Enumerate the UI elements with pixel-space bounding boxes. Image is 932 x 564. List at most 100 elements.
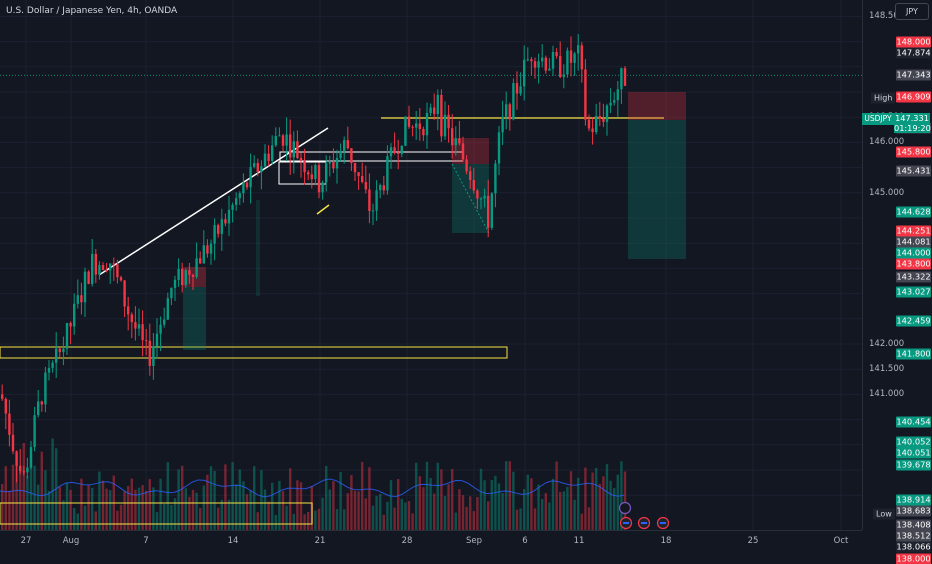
time-label: 28: [401, 536, 413, 546]
candle: [209, 243, 213, 254]
candle: [80, 295, 83, 303]
candle: [317, 165, 321, 193]
candle: [371, 210, 375, 212]
candle: [321, 182, 324, 193]
volume-bar: [379, 494, 382, 530]
candle: [353, 163, 357, 173]
volume-bar: [235, 484, 238, 530]
candle: [339, 150, 342, 159]
volume-bar: [159, 478, 162, 530]
price-label: 147.874: [896, 47, 931, 59]
price-label: 138.512: [896, 530, 931, 542]
volume-bar: [357, 491, 360, 530]
time-axis[interactable]: 27 Aug 7 14 21 28 Sep 6 11 18 25 Oct: [0, 530, 862, 551]
candle: [51, 362, 54, 368]
volume-bar: [566, 486, 569, 530]
candle: [487, 195, 490, 228]
volume-bar: [163, 503, 166, 530]
volume-bar: [317, 508, 321, 530]
volume-bar: [595, 467, 598, 530]
time-label: 7: [143, 536, 149, 546]
price-tick: 142.000: [869, 339, 905, 349]
current-price-value: 147.331: [895, 113, 929, 123]
volume-bar: [490, 479, 493, 530]
candle: [440, 94, 443, 137]
candle: [40, 401, 43, 405]
volume-bar: [166, 462, 169, 530]
candle: [91, 253, 94, 284]
candle: [202, 245, 205, 264]
candle: [454, 138, 457, 146]
candle: [429, 107, 432, 113]
volume-bar: [487, 501, 490, 530]
candle: [227, 209, 231, 224]
price-tick: 141.500: [869, 364, 905, 375]
volume-bar: [429, 477, 432, 530]
candle: [177, 268, 180, 280]
volume-bar: [407, 501, 411, 530]
price-tick: 145.000: [869, 187, 905, 198]
candle: [433, 107, 436, 115]
volume-bar: [343, 509, 346, 530]
volume-zone: [0, 502, 313, 525]
candle: [109, 263, 112, 271]
volume-bar: [548, 502, 551, 530]
candle: [1, 394, 4, 399]
candle: [544, 57, 547, 71]
candle: [479, 198, 483, 200]
candle: [587, 119, 591, 129]
volume-bar: [505, 461, 508, 530]
volume-bar: [512, 471, 515, 530]
candle: [451, 128, 454, 146]
volume-bar: [1, 483, 4, 530]
volume-bar: [289, 468, 292, 530]
currency-button[interactable]: JPY: [895, 3, 929, 20]
volume-bar: [375, 496, 378, 530]
candle: [537, 61, 540, 68]
candle: [116, 264, 119, 278]
price-chart[interactable]: [0, 0, 862, 530]
candle: [217, 225, 220, 234]
candle: [191, 274, 195, 277]
volume-bar: [447, 484, 450, 530]
volume-bar: [231, 462, 234, 530]
volume-bar: [181, 465, 184, 530]
volume-bar: [227, 499, 231, 530]
price-axis[interactable]: 149.500149.000148.500146.500146.000145.0…: [862, 0, 932, 564]
candle: [332, 162, 335, 169]
volume-bar: [479, 468, 483, 530]
volume-bar: [537, 484, 540, 530]
volume-bar: [105, 488, 108, 530]
volume-bar: [469, 496, 472, 530]
candle: [260, 166, 263, 173]
volume-bar: [130, 478, 133, 530]
chart-area[interactable]: U.S. Dollar / Japanese Yen, 4h, OANDA: [0, 0, 862, 530]
candle: [274, 136, 277, 146]
candle: [591, 128, 594, 133]
volume-bar: [605, 464, 609, 530]
time-label: Oct: [833, 536, 849, 546]
volume-bar: [87, 485, 90, 530]
volume-bar: [98, 471, 101, 530]
price-label: 143.322: [896, 271, 931, 283]
volume-bar: [418, 476, 421, 530]
price-label: 138.066: [896, 541, 931, 553]
candle: [15, 451, 18, 466]
volume-bar: [364, 498, 367, 530]
price-label: 147.343: [896, 69, 931, 81]
candle: [127, 306, 130, 315]
candle: [458, 138, 461, 144]
time-label: 11: [573, 536, 585, 546]
volume-bar: [263, 489, 267, 530]
volume-bar: [202, 485, 205, 530]
volume-bar: [454, 512, 457, 530]
volume-bar: [195, 492, 198, 530]
current-symbol-label: USDJPY: [862, 113, 894, 125]
volume-bar: [515, 509, 519, 530]
price-label: 142.459: [896, 315, 931, 327]
volume-bar: [613, 488, 616, 530]
candle: [443, 114, 447, 137]
candle: [569, 50, 573, 63]
volume-bar: [238, 469, 241, 530]
candle: [271, 145, 274, 161]
